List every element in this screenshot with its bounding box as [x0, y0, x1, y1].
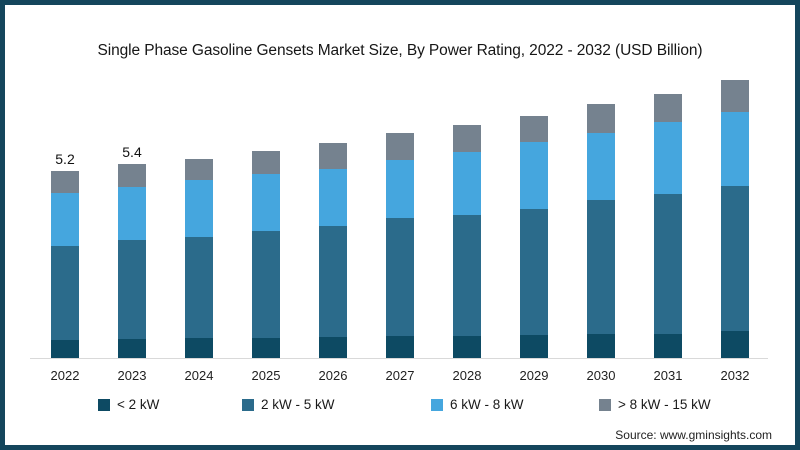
x-axis-line — [30, 358, 768, 359]
bar-2026 — [319, 143, 347, 358]
x-tick-label: 2029 — [519, 368, 549, 383]
bar-segment — [386, 218, 414, 337]
bar-2031 — [654, 94, 682, 358]
bar-segment — [319, 225, 347, 338]
x-tick-label: 2023 — [117, 368, 147, 383]
bar-segment — [453, 152, 481, 215]
bar-segment — [587, 200, 615, 334]
bar-2030 — [587, 104, 615, 358]
x-tick-label: 2031 — [653, 368, 683, 383]
bar-segment — [520, 141, 548, 209]
x-tick-label: 2026 — [318, 368, 348, 383]
bar-segment — [185, 337, 213, 358]
bar-segment — [118, 240, 146, 340]
bar-segment — [386, 133, 414, 161]
x-tick-label: 2032 — [720, 368, 750, 383]
bar-segment — [252, 174, 280, 231]
legend-item: > 8 kW - 15 kW — [599, 397, 711, 412]
legend-swatch-icon — [98, 398, 110, 411]
bar-segment — [386, 336, 414, 358]
bar-segment — [252, 151, 280, 175]
bar-segment — [118, 164, 146, 188]
bar-segment — [721, 331, 749, 358]
x-tick-label: 2024 — [184, 368, 214, 383]
legend-swatch-icon — [431, 398, 443, 411]
bar-segment — [520, 116, 548, 142]
bar-segment — [252, 337, 280, 358]
bar-2024 — [185, 158, 213, 358]
legend-swatch-icon — [599, 398, 611, 411]
bar-2028 — [453, 125, 481, 358]
chart-title: Single Phase Gasoline Gensets Market Siz… — [97, 42, 703, 59]
bar-segment — [185, 180, 213, 238]
total-data-label: 5.4 — [122, 144, 142, 160]
legend-label: > 8 kW - 15 kW — [618, 397, 711, 412]
legend-swatch-icon — [242, 398, 254, 411]
bar-2027 — [386, 133, 414, 358]
bar-segment — [118, 187, 146, 241]
x-tick-label: 2022 — [50, 368, 80, 383]
bar-2022 — [51, 171, 79, 358]
bar-segment — [386, 160, 414, 219]
bar-segment — [185, 158, 213, 181]
bar-segment — [252, 230, 280, 338]
x-tick-label: 2030 — [586, 368, 616, 383]
bar-segment — [654, 333, 682, 358]
bar-segment — [587, 133, 615, 201]
bar-segment — [520, 208, 548, 335]
legend-label: < 2 kW — [117, 397, 160, 412]
bar-segment — [654, 193, 682, 334]
legend-item: < 2 kW — [98, 397, 159, 412]
bar-segment — [587, 104, 615, 134]
bar-2023 — [118, 164, 146, 358]
total-data-label: 5.2 — [55, 151, 75, 167]
x-tick-label: 2025 — [251, 368, 281, 383]
bar-segment — [721, 80, 749, 113]
chart-canvas: Single Phase Gasoline Gensets Market Siz… — [5, 5, 795, 445]
bar-segment — [453, 125, 481, 153]
bar-segment — [520, 334, 548, 358]
legend-label: 6 kW - 8 kW — [450, 397, 524, 412]
bar-segment — [51, 340, 79, 358]
x-tick-label: 2028 — [452, 368, 482, 383]
legend-item: 6 kW - 8 kW — [431, 397, 524, 412]
bar-segment — [319, 143, 347, 169]
bar-segment — [118, 339, 146, 358]
legend-label: 2 kW - 5 kW — [261, 397, 335, 412]
legend-item: 2 kW - 5 kW — [242, 397, 335, 412]
bar-segment — [721, 112, 749, 186]
bar-segment — [453, 335, 481, 358]
bar-2025 — [252, 151, 280, 358]
bar-segment — [51, 245, 79, 341]
bar-segment — [587, 333, 615, 358]
bar-segment — [654, 122, 682, 194]
bar-2032 — [721, 80, 749, 358]
bar-2029 — [520, 116, 548, 358]
bar-segment — [319, 168, 347, 226]
bar-segment — [51, 171, 79, 193]
bar-segment — [51, 192, 79, 246]
bar-segment — [185, 237, 213, 338]
x-tick-label: 2027 — [385, 368, 415, 383]
bar-segment — [319, 337, 347, 358]
bar-segment — [453, 214, 481, 336]
source-note: Source: www.gminsights.com — [615, 428, 772, 442]
bar-segment — [654, 94, 682, 123]
bar-segment — [721, 185, 749, 331]
